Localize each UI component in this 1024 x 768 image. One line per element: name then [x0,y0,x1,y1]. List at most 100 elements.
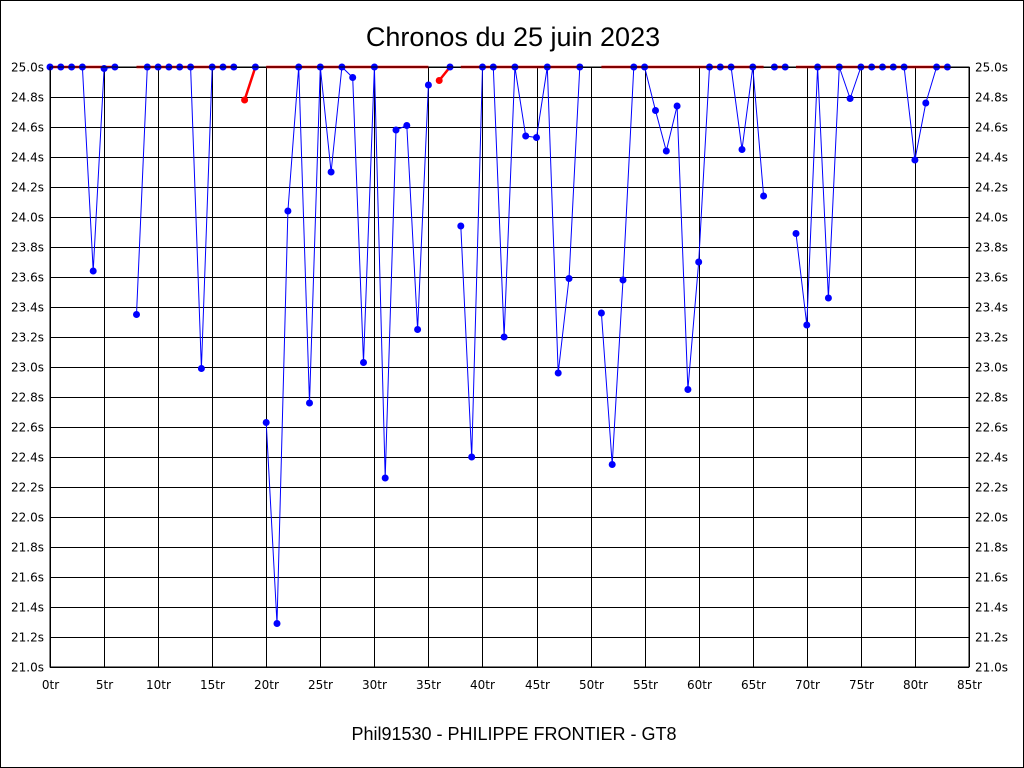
y-tick-label: 24.6s [11,121,44,135]
y-tick-label: 22.6s [975,421,1008,435]
lap-time-point [306,399,313,407]
chart-title: Chronos du 25 juin 2023 [366,22,660,52]
lap-time-point [133,311,140,318]
lap-time-point [381,474,389,482]
y-tick-label: 22.8s [11,391,44,405]
y-tick-label: 24.8s [11,91,44,105]
lap-time-line-segment [600,66,765,465]
y-tick-label: 21.2s [11,631,44,645]
lap-time-point [197,365,205,372]
lap-time-point [684,386,692,393]
y-tick-label: 24.2s [975,181,1008,195]
x-tick-labels: 0tr 5tr 10tr 15tr 20tr 25tr 30tr 35tr 40tr 45tr 50… [42,678,982,692]
lap-time-point [619,276,627,284]
lap-time-point [424,81,432,89]
y-tick-label: 21.0s [975,661,1008,675]
lap-time-point [327,168,335,176]
lap-time-point [922,99,930,107]
chart-footer: Phil91530 - PHILIPPE FRONTIER - GT8 [351,724,676,744]
series-points [46,63,951,627]
x-tick-label: 50tr [579,678,604,692]
lap-time-point [803,321,811,329]
lap-time-point [414,326,422,333]
lap-time-line-segment [460,66,581,458]
lap-time-point [392,126,400,134]
y-tick-label: 24.4s [11,151,44,165]
lap-time-point [468,453,476,461]
y-tick-label: 21.6s [975,571,1008,585]
lap-time-point [533,134,540,141]
highlight-point [435,77,443,84]
lap-time-point [500,333,508,341]
lap-time-line-segment [265,65,429,624]
lap-time-point [554,369,562,377]
lap-time-point [565,275,573,282]
grid [50,67,970,668]
lap-time-point [360,359,367,366]
y-tick-label: 22.2s [11,481,44,495]
y-tick-label: 24.0s [11,211,44,225]
lap-time-point [738,146,746,153]
y-tick-label: 23.6s [975,271,1008,285]
y-tick-labels-right: 25.0s 24.8s 24.6s 24.4s 24.2s 24.0s 23.8s 23.6s… [975,61,1008,675]
lap-time-point [695,258,703,266]
y-tick-label: 23.2s [975,331,1008,345]
lap-time-point [89,267,97,275]
x-tick-label: 45tr [525,678,550,692]
x-tick-label: 85tr [957,678,982,692]
lap-time-point [652,107,659,114]
y-tick-label: 24.2s [11,181,44,195]
y-tick-label: 22.2s [975,481,1008,495]
y-tick-labels-left: 25.0s 24.8s 24.6s 24.4s 24.2s 24.0s 23.8s 23.6s… [11,61,44,675]
x-tick-label: 15tr [200,678,225,692]
y-tick-label: 24.8s [975,91,1008,105]
y-tick-label: 23.2s [11,331,44,345]
x-tick-label: 5tr [96,678,113,692]
lap-time-point [824,294,832,302]
y-tick-label: 21.0s [11,661,44,675]
y-tick-label: 24.0s [975,211,1008,225]
x-tick-label: 10tr [146,678,171,692]
y-tick-label: 25.0s [975,61,1008,75]
y-tick-label: 23.4s [11,301,44,315]
lap-time-point [403,122,411,129]
reference-line-segment [243,66,257,101]
x-tick-label: 65tr [741,678,766,692]
x-tick-label: 70tr [795,678,820,692]
lap-time-point [760,192,768,200]
y-tick-label: 23.0s [975,361,1008,375]
lap-time-point [100,65,108,72]
lap-time-point [662,147,670,155]
lap-time-point [522,132,530,140]
y-tick-label: 23.8s [975,241,1008,255]
y-tick-label: 22.6s [11,421,44,435]
y-tick-label: 21.6s [11,571,44,585]
y-tick-label: 21.8s [975,541,1008,555]
lap-time-point [608,461,616,468]
x-tick-label: 55tr [633,678,658,692]
y-tick-label: 23.0s [11,361,44,375]
x-tick-label: 40tr [470,678,495,692]
lap-time-point [284,207,292,215]
y-tick-label: 22.4s [11,451,44,465]
lap-time-point [457,222,465,230]
y-tick-label: 24.6s [975,121,1008,135]
lap-time-point [846,95,854,102]
x-tick-label: 25tr [308,678,333,692]
lap-time-point [597,309,605,317]
x-tick-label: 20tr [254,678,279,692]
lap-time-point [262,419,270,426]
y-tick-label: 21.4s [975,601,1008,615]
lap-time-point [911,156,919,164]
x-tick-label: 30tr [362,678,387,692]
y-tick-label: 21.8s [11,541,44,555]
y-tick-label: 22.0s [975,511,1008,525]
y-tick-label: 22.4s [975,451,1008,465]
lap-time-point [273,620,281,627]
series-lines [50,65,948,624]
y-tick-label: 25.0s [11,61,44,75]
x-tick-label: 0tr [42,678,59,692]
y-tick-label: 21.4s [11,601,44,615]
